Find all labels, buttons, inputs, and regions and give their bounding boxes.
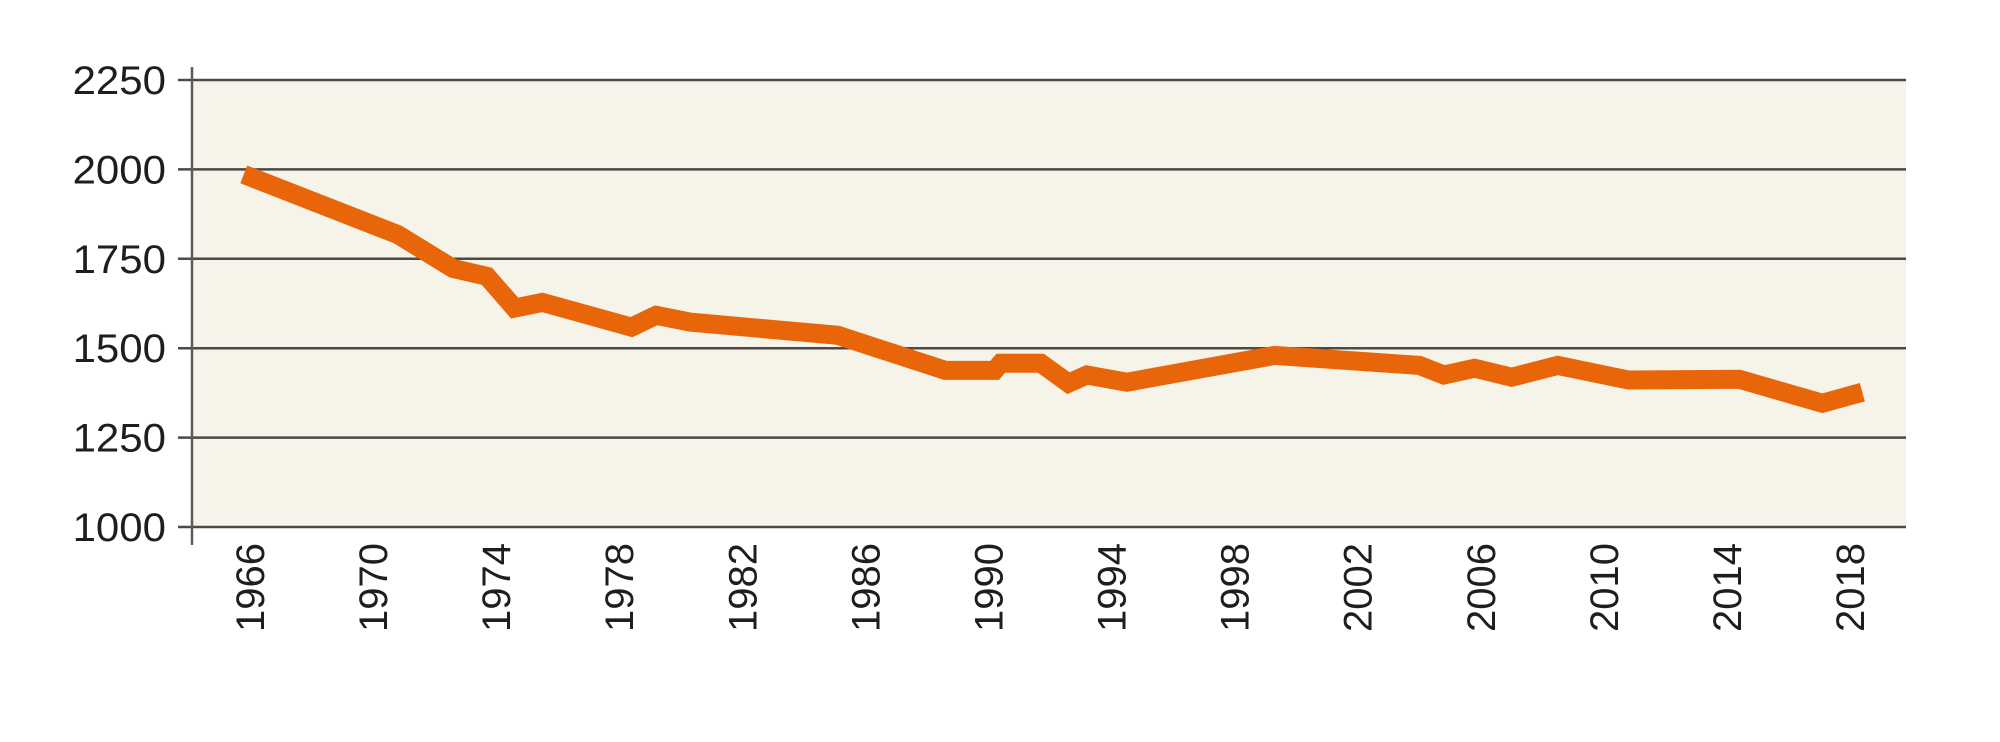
x-axis-tick-labels: 1966 1970 1974 1978 1982 1986 1990 1994 1998 2002… — [229, 543, 1873, 632]
x-tick-label: 1994 — [1091, 543, 1135, 632]
x-tick-label: 2014 — [1706, 543, 1750, 632]
x-tick-label: 2002 — [1337, 543, 1381, 632]
y-tick-label: 1000 — [73, 505, 166, 550]
x-tick-label: 2006 — [1460, 543, 1504, 632]
y-tick-label: 1250 — [73, 416, 166, 461]
y-axis-tick-labels: 1000 1250 1500 1750 2000 2250 — [73, 58, 166, 550]
x-tick-label: 1970 — [352, 543, 396, 632]
x-tick-label: 2018 — [1829, 543, 1873, 632]
x-tick-label: 1990 — [967, 543, 1011, 632]
y-tick-label: 2250 — [73, 58, 166, 103]
plot-background — [192, 80, 1906, 527]
x-tick-label: 1982 — [721, 543, 765, 632]
x-tick-label: 1986 — [844, 543, 888, 632]
x-tick-label: 1966 — [229, 543, 273, 632]
y-tick-label: 1750 — [73, 237, 166, 282]
x-tick-label: 1974 — [475, 543, 519, 632]
y-tick-label: 1500 — [73, 326, 166, 371]
y-tick-label: 2000 — [73, 147, 166, 192]
x-tick-label: 1998 — [1214, 543, 1258, 632]
data-line — [240, 165, 1865, 414]
x-tick-label: 2010 — [1583, 543, 1627, 632]
x-tick-label: 1978 — [598, 543, 642, 632]
y-gridlines — [178, 78, 1906, 529]
